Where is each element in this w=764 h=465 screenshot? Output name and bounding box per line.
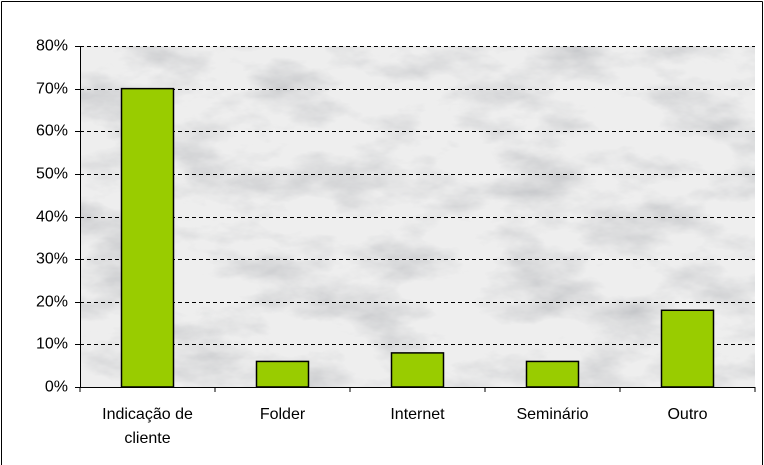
x-tick-label: Internet	[390, 406, 445, 423]
y-tick-label: 20%	[36, 294, 68, 311]
bar	[255, 360, 310, 388]
plot-background	[80, 46, 755, 387]
y-tick-label: 40%	[36, 209, 68, 226]
x-tick-label: Seminário	[516, 406, 589, 423]
y-tick-label: 80%	[36, 38, 68, 55]
y-tick-label: 60%	[36, 123, 68, 140]
x-tick-label: Indicação de cliente	[102, 406, 193, 447]
y-tick-label: 10%	[36, 336, 68, 353]
y-tick-label: 30%	[36, 251, 68, 268]
bar	[660, 309, 715, 388]
bar	[525, 360, 580, 388]
x-tick-label: Folder	[259, 406, 306, 423]
y-tick-label: 0%	[45, 379, 68, 396]
y-tick-label: 70%	[36, 81, 68, 98]
y-tick-label: 50%	[36, 166, 68, 183]
bar	[390, 352, 445, 388]
bar	[120, 87, 175, 388]
x-tick-label: Outro	[667, 406, 708, 423]
